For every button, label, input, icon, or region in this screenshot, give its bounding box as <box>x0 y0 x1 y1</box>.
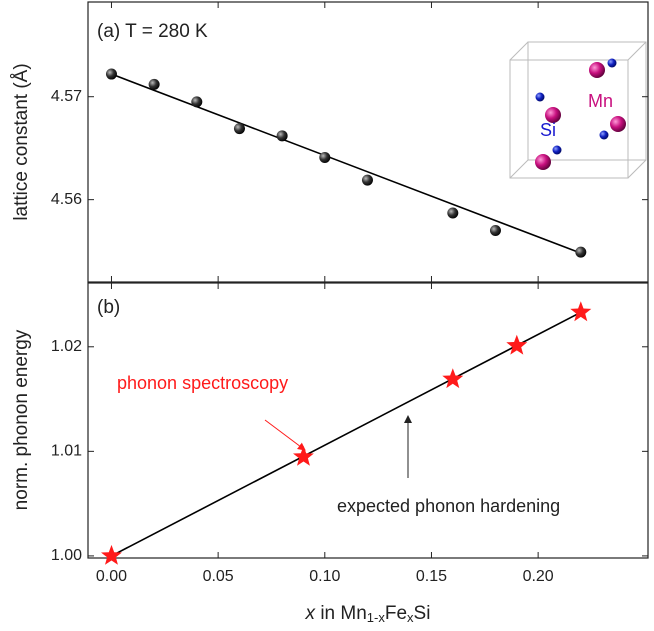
y-tick-label: 1.00 <box>51 547 82 564</box>
sphere-marker <box>489 225 501 237</box>
sphere-marker <box>319 151 331 163</box>
star-marker <box>570 301 592 322</box>
y-tick-label: 1.02 <box>51 338 82 355</box>
panel-label: (b) <box>97 297 120 318</box>
sphere-marker <box>148 78 160 90</box>
x-axis-label-part: in Mn <box>315 603 367 624</box>
inset-label: Si <box>540 120 556 140</box>
sphere-marker <box>447 207 459 219</box>
sphere-marker <box>361 174 373 186</box>
sphere-marker <box>105 68 117 80</box>
x-axis-label-part: x <box>407 610 414 625</box>
annotation: phonon spectroscopy <box>117 373 288 393</box>
x-axis-label-part: Fe <box>385 603 407 624</box>
inset-label: Mn <box>588 91 613 111</box>
plot-frame <box>87 1 649 283</box>
sphere-marker <box>276 130 288 142</box>
x-tick-label: 0.15 <box>416 568 447 585</box>
y-axis-label: lattice constant (Å) <box>11 63 32 220</box>
x-tick-label: 0.00 <box>96 568 127 585</box>
sphere-marker <box>233 123 245 135</box>
y-axis-label: norm. phonon energy <box>11 329 32 510</box>
star-marker <box>293 445 314 466</box>
star-marker <box>506 334 528 355</box>
x-tick-label: 0.05 <box>203 568 234 585</box>
y-tick-label: 1.01 <box>51 443 82 460</box>
x-axis-label-part: x <box>305 603 317 624</box>
inset-crystal <box>509 41 647 179</box>
inset-atoms <box>535 58 626 170</box>
panel-label: (a) T = 280 K <box>97 21 208 42</box>
x-axis-label: x in Mn1-xFexSi <box>305 603 431 625</box>
star-marker <box>101 544 122 565</box>
y-tick-label: 4.56 <box>51 191 82 208</box>
annotation: expected phonon hardening <box>337 496 560 516</box>
plot-frame <box>87 282 649 559</box>
x-tick-label: 0.10 <box>309 568 340 585</box>
fit-line <box>111 311 582 557</box>
fit-line <box>111 73 582 254</box>
x-axis-label-part: Si <box>414 603 431 624</box>
annotation-arrow <box>264 419 306 451</box>
sphere-marker <box>575 246 587 258</box>
sphere-marker <box>191 96 203 108</box>
y-tick-label: 4.57 <box>51 88 82 105</box>
x-axis-label-part: 1-x <box>367 610 386 625</box>
star-marker <box>442 368 464 389</box>
x-tick-label: 0.20 <box>523 568 554 585</box>
